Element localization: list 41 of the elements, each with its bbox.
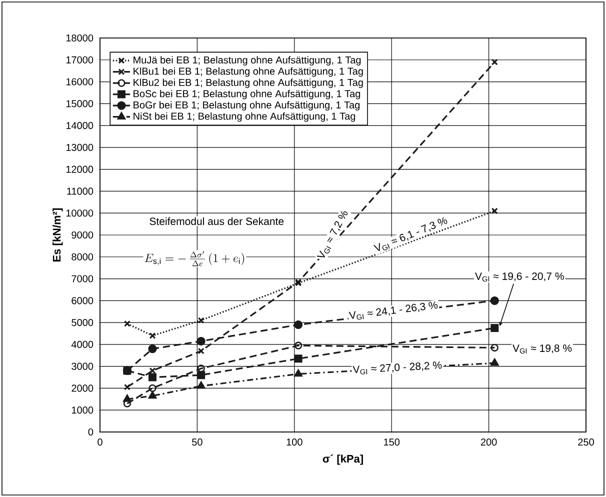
annotation: $E_{\mathrm{s,i}} = -\,\frac{\Delta\sigma'}{\Delta e}\left(1+e_{\mathrm{i}}\right)$ (144, 251, 244, 266)
x-tick-label: 0 (98, 438, 102, 446)
y-tick-label: 8000 (72, 253, 94, 260)
y-tick-label: 18000 (66, 34, 94, 42)
y-tick-label: 1000 (72, 406, 94, 414)
y-tick-label: 15000 (66, 100, 94, 108)
x-tick-label: 250 (578, 438, 594, 446)
annotation: Steifemodul aus der Sekante (150, 217, 284, 226)
y-tick-label: 2000 (72, 384, 94, 392)
annotation: V$_{GI}$ ≈ 24,1 - 26,3 % (348, 301, 438, 320)
legend-label: KlBu1 bei EB 1; Belastung ohne Aufsättigung, 1 Tag (134, 67, 363, 77)
y-tick-label: 10000 (66, 210, 94, 217)
y-tick-label: 5000 (72, 319, 94, 326)
legend-label: NiSt bei EB 1; Belastung ohne Aufsättigung, 1 Tag (134, 112, 356, 122)
y-tick-label: 4000 (71, 340, 94, 348)
x-tick-label: 50 (192, 438, 202, 446)
y-tick-label: 3000 (72, 362, 94, 370)
y-tick-label: 17000 (66, 56, 94, 64)
legend-label: MuJä bei EB 1; Belastung ohne Aufsättigung, 1 Tag (134, 56, 361, 66)
y-tick-label: 0 (88, 428, 94, 436)
y-tick-label: 14000 (66, 122, 94, 130)
x-tick-label: 100 (286, 438, 302, 446)
y-tick-label: 9000 (72, 231, 94, 239)
x-axis-title: σ´ [kPa] (322, 454, 363, 465)
y-tick-label: 13000 (66, 144, 94, 151)
x-tick-label: 200 (480, 438, 497, 446)
y-tick-label: 6000 (72, 297, 94, 304)
annotation: V$_{GI}$ ≈ 7,2 % (316, 210, 348, 258)
y-tick-label: 12000 (66, 166, 94, 173)
y-axis-title: Es [kN/m²] (52, 208, 63, 262)
legend-label: BoSc bei EB 1; Belastung ohne Aufsättigung, 1 Tag (134, 90, 360, 100)
legend-label: KlBu2 bei EB 1; Belastung ohne Aufsättigung, 1 Tag (134, 78, 363, 88)
y-tick-label: 16000 (66, 78, 94, 86)
legend-label: BoGr bei EB 1; Belastung ohne Aufsättigung, 1 Tag (134, 101, 360, 110)
y-tick-label: 11000 (67, 188, 94, 195)
annotation: V$_{GI}$ ≈ 19,8 % (512, 344, 572, 354)
y-tick-label: 7000 (72, 275, 94, 282)
annotation: V$_{GI}$ ≈ 27,0 - 28,2 % (352, 361, 442, 374)
x-tick-label: 150 (384, 438, 400, 446)
annotation: V$_{GI}$ ≈ 6,1 - 7,3 % (373, 217, 448, 252)
annotation: V$_{GI}$ ≈ 19,6 - 20,7 % (475, 272, 564, 282)
